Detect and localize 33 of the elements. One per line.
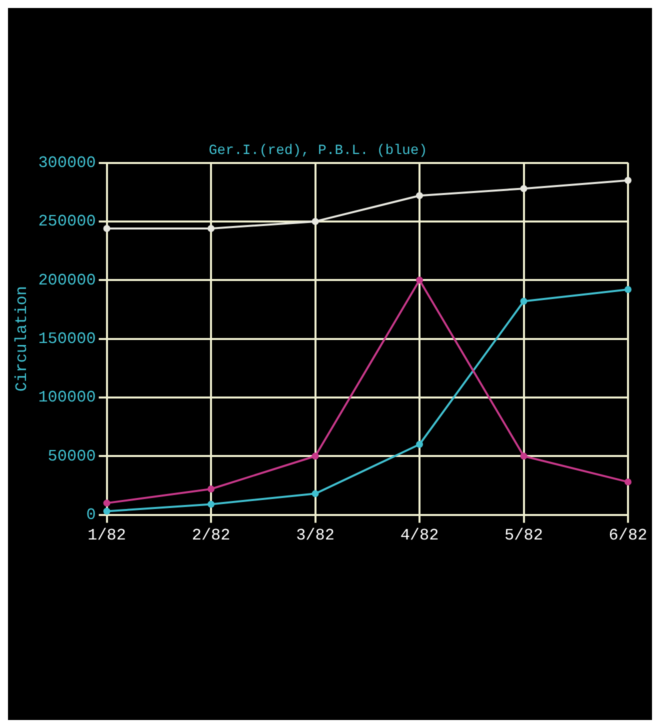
x-tick-label: 2/82 xyxy=(192,526,230,545)
y-tick-label: 250000 xyxy=(38,212,96,231)
x-tick-label: 6/82 xyxy=(608,526,648,545)
chart-title: Ger.I.(red), P.B.L. (blue) xyxy=(208,143,428,160)
y-tick-label: 150000 xyxy=(38,330,96,348)
point xyxy=(624,286,632,294)
point xyxy=(520,452,528,460)
point xyxy=(416,276,424,284)
y-tick-label: 0 xyxy=(86,506,96,524)
y-tick-label: 200000 xyxy=(38,271,96,290)
point xyxy=(416,192,424,200)
point xyxy=(312,218,319,225)
point xyxy=(103,500,110,507)
y-axis-title: Circulation xyxy=(12,286,31,392)
point xyxy=(520,185,528,192)
point xyxy=(416,440,424,448)
x-tick-label: 3/82 xyxy=(296,526,334,545)
point xyxy=(103,225,110,232)
x-tick-label: 4/82 xyxy=(400,526,439,545)
point xyxy=(624,176,632,184)
point xyxy=(208,225,215,232)
point xyxy=(312,452,319,460)
x-tick-label: 1/82 xyxy=(88,526,126,545)
point xyxy=(208,485,215,492)
point xyxy=(208,500,215,508)
y-tick-label: 100000 xyxy=(38,388,96,407)
x-tick-label: 5/82 xyxy=(504,526,543,545)
y-tick-label: 50000 xyxy=(48,447,96,466)
y-tick-label: 300000 xyxy=(38,154,96,172)
point xyxy=(520,298,528,305)
point xyxy=(103,508,110,515)
point xyxy=(624,478,632,486)
point xyxy=(312,490,319,498)
